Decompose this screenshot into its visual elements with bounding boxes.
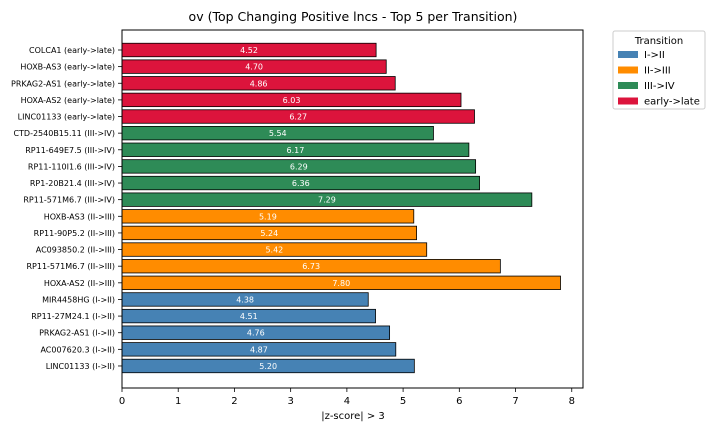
chart-title: ov (Top Changing Positive lncs - Top 5 p…	[189, 9, 518, 24]
legend-swatch	[618, 66, 638, 74]
bar-group: 4.76 PRKAG2-AS1 (I->II)	[39, 325, 391, 340]
bar-value-label: 5.19	[259, 212, 277, 221]
bar-value-label: 6.27	[289, 113, 307, 122]
y-tick-label: MIR4458HG (I->II)	[42, 295, 115, 304]
x-tick-label: 4	[344, 396, 350, 407]
x-axis-label: |z-score| > 3	[321, 411, 385, 422]
x-tick-label: 0	[119, 396, 125, 407]
x-tick-label: 5	[400, 396, 406, 407]
legend-swatch	[618, 97, 638, 105]
bar-group: 4.52 COLCA1 (early->late)	[29, 42, 377, 58]
y-tick-label: PRKAG2-AS1 (early->late)	[11, 79, 115, 88]
bar-value-label: 4.87	[250, 345, 268, 354]
legend: Transition I->II II->III III->IV early->lat…	[612, 30, 706, 110]
legend-label: early->late	[644, 97, 700, 108]
plot-frame	[121, 29, 584, 389]
bar-value-label: 7.29	[318, 196, 336, 205]
bar-value-label: 6.29	[290, 162, 308, 171]
y-tick-label: RP11-571M6.7 (III->IV)	[23, 196, 115, 205]
y-tick-label: RP1-20B21.4 (III->IV)	[30, 179, 115, 188]
bar-value-label: 6.36	[292, 179, 310, 188]
y-tick-label: HOXB-AS3 (early->late)	[20, 63, 115, 72]
y-tick-label: RP11-110I1.6 (III->IV)	[28, 162, 115, 171]
bars-layer: 4.52 COLCA1 (early->late) 4.70 HOXB-AS3 (ea…	[11, 42, 561, 374]
y-tick-label: PRKAG2-AS1 (I->II)	[39, 329, 115, 338]
bar-group: 7.80 HOXA-AS2 (II->III)	[44, 275, 561, 290]
bar-value-label: 5.20	[259, 362, 277, 371]
bar-value-label: 7.80	[332, 279, 350, 288]
bar-group: 4.86 PRKAG2-AS1 (early->late)	[11, 76, 396, 91]
bar-value-label: 6.73	[302, 262, 320, 271]
y-tick-label: CTD-2540B15.11 (III->IV)	[13, 129, 115, 138]
bar-group: 4.38 MIR4458HG (I->II)	[42, 292, 369, 307]
bar-value-label: 5.42	[265, 246, 283, 255]
bar-group: 4.51 RP11-27M24.1 (I->II)	[31, 308, 376, 324]
bar-group: 4.70 HOXB-AS3 (early->late)	[20, 59, 387, 74]
y-tick-label: RP11-571M6.7 (II->III)	[26, 262, 115, 271]
bar-group: 6.27 LINC01133 (early->late)	[18, 109, 475, 124]
bar-value-label: 4.38	[236, 295, 254, 304]
bar-group: 4.87 AC007620.3 (I->II)	[40, 342, 397, 357]
y-tick-label: HOXA-AS2 (early->late)	[21, 96, 115, 105]
bar-group: 6.29 RP11-110I1.6 (III->IV)	[28, 159, 477, 174]
bar-value-label: 4.70	[245, 63, 263, 72]
y-tick-label: COLCA1 (early->late)	[29, 46, 115, 55]
x-tick-label: 1	[175, 396, 181, 407]
y-tick-label: RP11-649E7.5 (III->IV)	[25, 146, 115, 155]
y-tick-label: HOXB-AS3 (II->III)	[44, 212, 115, 221]
legend-swatch	[618, 51, 638, 58]
y-tick-label: AC007620.3 (I->II)	[40, 345, 115, 354]
bar-group: 5.20 LINC01133 (I->II)	[46, 358, 415, 374]
bar-value-label: 5.54	[269, 129, 287, 138]
y-tick-label: RP11-90P5.2 (II->III)	[34, 229, 115, 238]
bar-group: 7.29 RP11-571M6.7 (III->IV)	[23, 192, 533, 207]
bar-value-label: 4.52	[240, 46, 258, 55]
bar-group: 5.54 CTD-2540B15.11 (III->IV)	[13, 126, 434, 141]
y-tick-label: AC093850.2 (II->III)	[36, 246, 115, 255]
y-tick-label: LINC01133 (I->II)	[46, 362, 115, 371]
legend-title: Transition	[634, 36, 683, 47]
legend-label: III->IV	[644, 81, 675, 92]
bar-value-label: 4.51	[240, 312, 258, 321]
bar-value-label: 6.17	[287, 146, 305, 155]
y-tick-label: HOXA-AS2 (II->III)	[44, 279, 115, 288]
bar-value-label: 5.24	[260, 229, 278, 238]
bar-group: 5.24 RP11-90P5.2 (II->III)	[34, 225, 417, 241]
bar-group: 6.73 RP11-571M6.7 (II->III)	[26, 259, 501, 274]
bar-group: 6.36 RP1-20B21.4 (III->IV)	[30, 175, 480, 191]
bar-group: 5.42 AC093850.2 (II->III)	[36, 242, 428, 257]
legend-entries: I->II II->III III->IV early->late	[618, 50, 700, 108]
bar-group: 6.03 HOXA-AS2 (early->late)	[21, 92, 462, 108]
bar-group: 5.19 HOXB-AS3 (II->III)	[44, 209, 415, 224]
x-tick-label: 3	[287, 396, 293, 407]
x-tick-label: 7	[512, 396, 518, 407]
legend-label: II->III	[644, 66, 671, 77]
y-tick-label: RP11-27M24.1 (I->II)	[31, 312, 115, 321]
y-tick-label: LINC01133 (early->late)	[18, 113, 115, 122]
bar-group: 6.17 RP11-649E7.5 (III->IV)	[25, 142, 470, 157]
legend-label: I->II	[644, 50, 665, 61]
bar-value-label: 4.76	[247, 329, 265, 338]
x-axis: 0 1 2 3 4 5 6 7 8	[119, 388, 575, 407]
bar-value-label: 6.03	[283, 96, 301, 105]
legend-swatch	[618, 82, 638, 89]
x-tick-label: 6	[456, 396, 462, 407]
bar-value-label: 4.86	[250, 79, 268, 88]
x-tick-label: 8	[569, 396, 575, 407]
x-tick-label: 2	[231, 396, 237, 407]
legend-frame	[612, 30, 706, 110]
